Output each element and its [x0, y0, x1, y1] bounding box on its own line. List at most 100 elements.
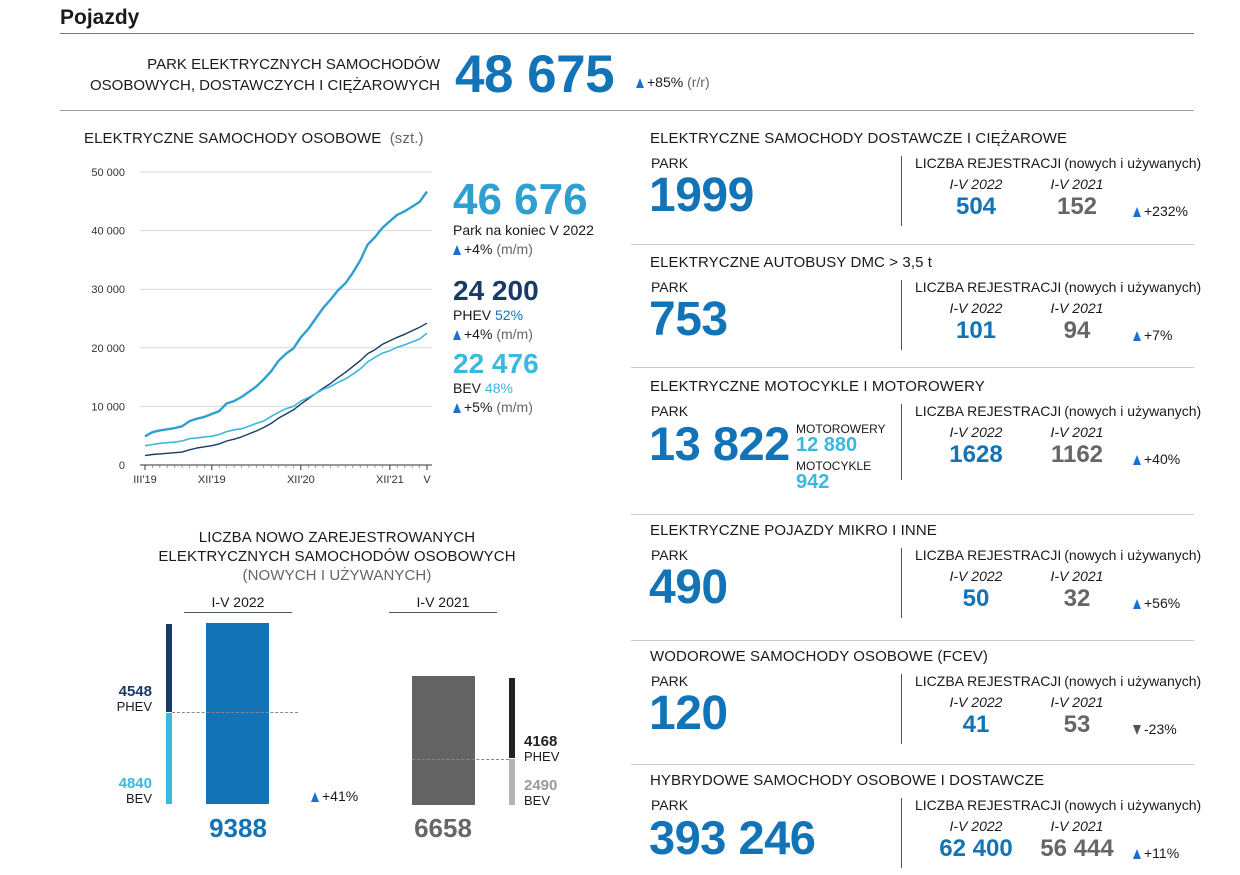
col-a-value: 50: [962, 585, 990, 612]
motorcycle-value: 942: [796, 471, 830, 493]
section-title-suffix: DMC > 3,5 t: [850, 254, 933, 271]
b-phev-label: PHEV: [524, 749, 560, 764]
col-a-label: I-V 2022: [949, 694, 1003, 710]
reg-label: LICZBA REJESTRACJI (nowych i używanych): [915, 155, 1201, 171]
section-divider: [631, 367, 1194, 368]
section-vertical-divider: [901, 798, 902, 868]
section-vertical-divider: [901, 674, 902, 744]
park-label: PARK: [651, 547, 689, 563]
col-b-label: I-V 2021: [1050, 176, 1104, 192]
section-divider: [631, 640, 1194, 641]
section-title: WODOROWE SAMOCHODY OSOBOWE (FCEV): [650, 648, 988, 665]
col-a-value: 41: [962, 711, 990, 738]
section-vertical-divider: [901, 280, 902, 350]
line-chart: 50 000 40 000 30 000 20 000 10 000 0 III'19 XII…: [91, 167, 432, 486]
col-a-value: 504: [955, 193, 997, 220]
bev-share: 48%: [484, 380, 513, 396]
section-change-value: +11%: [1144, 845, 1180, 861]
section-title-text: WODOROWE SAMOCHODY OSOBOWE (FCEV): [650, 648, 989, 665]
section-change-value: -23%: [1144, 721, 1177, 737]
bev-change-unit: (m/m): [496, 399, 533, 415]
reg-chart-title: LICZBA NOWO ZAREJESTROWANYCH ELEKTRYCZNY…: [80, 528, 594, 585]
park-label: PARK: [651, 403, 689, 419]
bar-2021-total: [412, 676, 475, 805]
section-vertical-divider: [901, 156, 902, 226]
up-arrow-icon: [1133, 849, 1141, 859]
up-arrow-icon: [311, 792, 319, 802]
b-bev-label: BEV: [524, 793, 551, 808]
section-change: +40%: [1133, 451, 1180, 467]
section-title-text: ELEKTRYCZNE SAMOCHODY DOSTAWCZE I CIĘŻAR…: [650, 130, 1068, 147]
x-tick-label: III'19: [133, 474, 157, 486]
up-arrow-icon: [1133, 599, 1141, 609]
col-b-label: I-V 2021: [1050, 568, 1104, 584]
b-phev-value: 4168: [524, 733, 558, 750]
header-divider: [60, 110, 1194, 111]
reg-chart-title-line2: ELEKTRYCZNYCH SAMOCHODÓW OSOBOWYCH: [158, 548, 516, 565]
col-b-value: 1162: [1050, 441, 1104, 468]
bev-label-row: BEV 48%: [453, 380, 539, 396]
series-line-total: [144, 190, 428, 438]
bar-2021-split-line: [412, 759, 509, 760]
section-divider: [631, 514, 1194, 515]
phev-callout: 24 200 PHEV 52% +4% (m/m): [453, 275, 539, 342]
phev-label: PHEV: [453, 307, 492, 323]
section-change: +232%: [1133, 203, 1188, 219]
y-tick-label: 0: [119, 460, 125, 472]
col-a-value: 1628: [949, 441, 1003, 468]
period-a-label: I-V 2022: [211, 594, 265, 610]
reg-label-text: LICZBA REJESTRACJI: [915, 547, 1062, 563]
title-divider: [60, 33, 1194, 34]
bev-value: 22 476: [453, 348, 539, 379]
up-arrow-icon: [636, 78, 644, 88]
col-a-label: I-V 2022: [949, 300, 1003, 316]
fleet-label-line1: PARK ELEKTRYCZNYCH SAMOCHODÓW: [147, 56, 440, 73]
bar-2021-bev-stripe: [509, 759, 515, 805]
section-change: +11%: [1133, 845, 1179, 861]
fleet-change-value: +85%: [647, 74, 684, 90]
period-b-underline: [389, 612, 497, 613]
x-tick-label: XII'19: [198, 474, 226, 486]
park-value: 13 822: [649, 417, 790, 470]
reg-label: LICZBA REJESTRACJI (nowych i używanych): [915, 403, 1201, 419]
series-line-phev: [144, 322, 428, 457]
reg-label-sub: (nowych i używanych): [1064, 797, 1202, 813]
a-total: 9388: [209, 813, 267, 843]
reg-label-sub: (nowych i używanych): [1064, 673, 1202, 689]
reg-label: LICZBA REJESTRACJI (nowych i używanych): [915, 279, 1201, 295]
up-arrow-icon: [1133, 331, 1141, 341]
page-title: Pojazdy: [60, 6, 140, 29]
x-tick-label: V: [423, 474, 431, 486]
section-change: +7%: [1133, 327, 1172, 343]
col-a-label: I-V 2022: [949, 568, 1003, 584]
col-b-value: 94: [1063, 317, 1091, 344]
fleet-change: +85% (r/r): [636, 74, 710, 90]
up-arrow-icon: [1133, 455, 1141, 465]
park-label: PARK: [651, 673, 689, 689]
b-bev-value: 2490: [524, 777, 558, 794]
section-change-value: +56%: [1144, 595, 1181, 611]
y-tick-label: 40 000: [91, 226, 125, 238]
up-arrow-icon: [453, 245, 461, 255]
reg-change: +41%: [311, 788, 358, 804]
a-phev-label: PHEV: [116, 699, 152, 714]
reg-label-sub: (nowych i używanych): [1064, 403, 1202, 419]
y-tick-label: 10 000: [91, 401, 125, 413]
col-b-label: I-V 2021: [1050, 818, 1104, 834]
col-b-value: 56 444: [1040, 835, 1114, 862]
col-b-label: I-V 2021: [1050, 424, 1104, 440]
total-callout: 46 676 Park na koniec V 2022 +4% (m/m): [453, 176, 594, 257]
col-b-value: 152: [1056, 193, 1098, 220]
col-b-label: I-V 2021: [1050, 300, 1104, 316]
fleet-label-line2: OSOBOWYCH, DOSTAWCZYCH I CIĘŻAROWYCH: [89, 77, 440, 94]
total-value: 46 676: [453, 175, 588, 224]
reg-label: LICZBA REJESTRACJI (nowych i używanych): [915, 547, 1201, 563]
up-arrow-icon: [453, 403, 461, 413]
col-a-label: I-V 2022: [949, 424, 1003, 440]
total-change: +4% (m/m): [453, 241, 594, 257]
section-change: +56%: [1133, 595, 1180, 611]
section-change: -23%: [1133, 721, 1177, 737]
park-value: 120: [649, 687, 728, 740]
reg-label-text: LICZBA REJESTRACJI: [915, 155, 1062, 171]
x-tick-label: XII'21: [376, 474, 404, 486]
